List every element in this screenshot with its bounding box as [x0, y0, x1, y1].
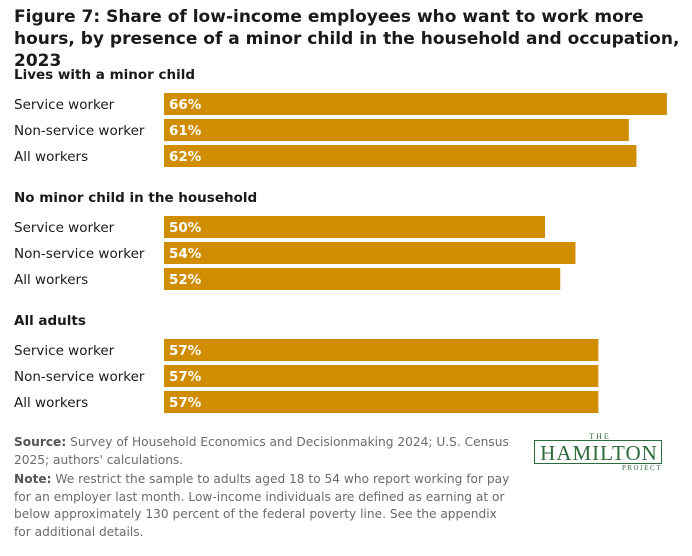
chart-notes: Source: Survey of Household Economics an… [14, 434, 514, 543]
bar [164, 391, 599, 413]
bar-value-label: 52% [169, 272, 202, 288]
bar [164, 242, 576, 264]
category-label: Non-service worker [14, 123, 145, 139]
group-title: Lives with a minor child [14, 67, 195, 83]
note-text: We restrict the sample to adults aged 18… [14, 472, 510, 539]
category-label: All workers [14, 395, 88, 411]
logo-project: PROJECT [621, 464, 662, 472]
logo-the: THE [589, 432, 611, 441]
bar-value-label: 66% [169, 97, 202, 113]
category-label: All workers [14, 272, 88, 288]
method-note: Note: We restrict the sample to adults a… [14, 471, 514, 541]
chart-title: Figure 7: Share of low-income employees … [14, 7, 680, 71]
source-note: Source: Survey of Household Economics an… [14, 434, 514, 469]
category-label: Service worker [14, 97, 115, 113]
category-label: Non-service worker [14, 369, 145, 385]
bar [164, 365, 599, 387]
bar-value-label: 57% [169, 369, 202, 385]
source-label: Source: [14, 435, 67, 449]
source-text: Survey of Household Economics and Decisi… [14, 435, 509, 467]
bar [164, 119, 629, 141]
bar-value-label: 57% [169, 395, 202, 411]
category-label: Service worker [14, 220, 115, 236]
logo-frame [534, 440, 662, 464]
bar-value-label: 54% [169, 246, 202, 262]
hamilton-project-logo: THE HAMILTON PROJECT [532, 432, 668, 472]
bar [164, 216, 545, 238]
note-label: Note: [14, 472, 52, 486]
group-title: No minor child in the household [14, 190, 257, 206]
group-title: All adults [14, 313, 86, 329]
bar-value-label: 57% [169, 343, 202, 359]
category-label: All workers [14, 149, 88, 165]
logo-name: HAMILTON [540, 441, 658, 465]
bar [164, 93, 667, 115]
category-label: Service worker [14, 343, 115, 359]
bar [164, 268, 561, 290]
bar-value-label: 50% [169, 220, 202, 236]
bar-value-label: 62% [169, 149, 202, 165]
category-label: Non-service worker [14, 246, 145, 262]
bar-chart: Lives with a minor child Service worker 66… [14, 67, 667, 413]
bar-value-label: 61% [169, 123, 202, 139]
bar [164, 339, 599, 361]
bar [164, 145, 637, 167]
